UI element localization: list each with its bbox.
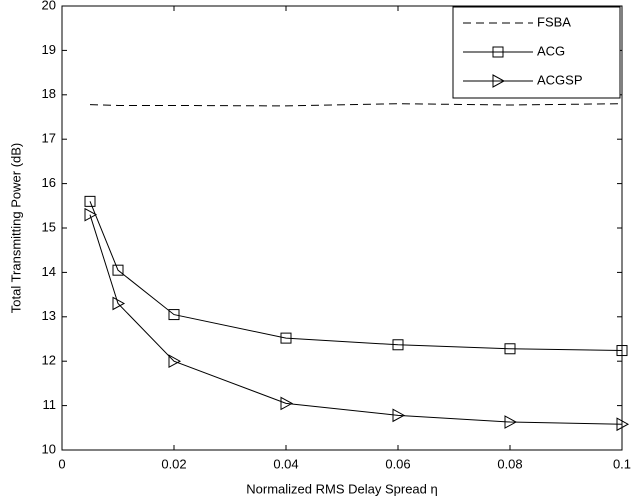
y-axis-label: Total Transmitting Power (dB) — [8, 143, 23, 314]
y-tick-label: 13 — [42, 308, 56, 323]
y-tick-label: 15 — [42, 219, 56, 234]
x-tick-label: 0.1 — [613, 456, 631, 471]
marker — [492, 74, 506, 88]
marker — [616, 345, 628, 357]
legend-label: ACGSP — [537, 72, 583, 87]
marker — [616, 417, 630, 432]
y-tick-label: 17 — [42, 131, 56, 146]
y-tick-label: 12 — [42, 353, 56, 368]
marker — [504, 415, 518, 429]
marker — [280, 332, 292, 344]
marker — [392, 339, 404, 351]
marker — [84, 195, 96, 207]
marker — [112, 264, 124, 276]
series-line — [89, 214, 623, 425]
marker — [492, 46, 504, 58]
x-tick-label: 0.04 — [273, 456, 298, 471]
y-tick-label: 14 — [42, 264, 56, 279]
x-tick-label: 0 — [58, 456, 65, 471]
marker — [168, 354, 182, 369]
x-tick-label: 0.06 — [385, 456, 410, 471]
marker — [112, 296, 126, 311]
y-tick-label: 10 — [42, 441, 56, 456]
y-tick-label: 19 — [42, 42, 56, 57]
x-tick-label: 0.08 — [497, 456, 522, 471]
y-tick-label: 16 — [42, 175, 56, 190]
marker — [504, 343, 516, 355]
series-line — [89, 103, 623, 107]
marker — [392, 408, 406, 423]
x-tick-label: 0.02 — [161, 456, 186, 471]
y-tick-label: 11 — [43, 397, 57, 412]
legend-label: FSBA — [537, 14, 571, 29]
marker — [84, 207, 98, 222]
y-tick-label: 20 — [42, 0, 56, 12]
legend-label: ACG — [537, 43, 565, 58]
series-line — [89, 201, 623, 352]
marker — [168, 309, 180, 321]
marker — [280, 396, 294, 411]
y-tick-label: 18 — [42, 86, 56, 101]
x-axis-label: Normalized RMS Delay Spread η — [246, 481, 437, 496]
